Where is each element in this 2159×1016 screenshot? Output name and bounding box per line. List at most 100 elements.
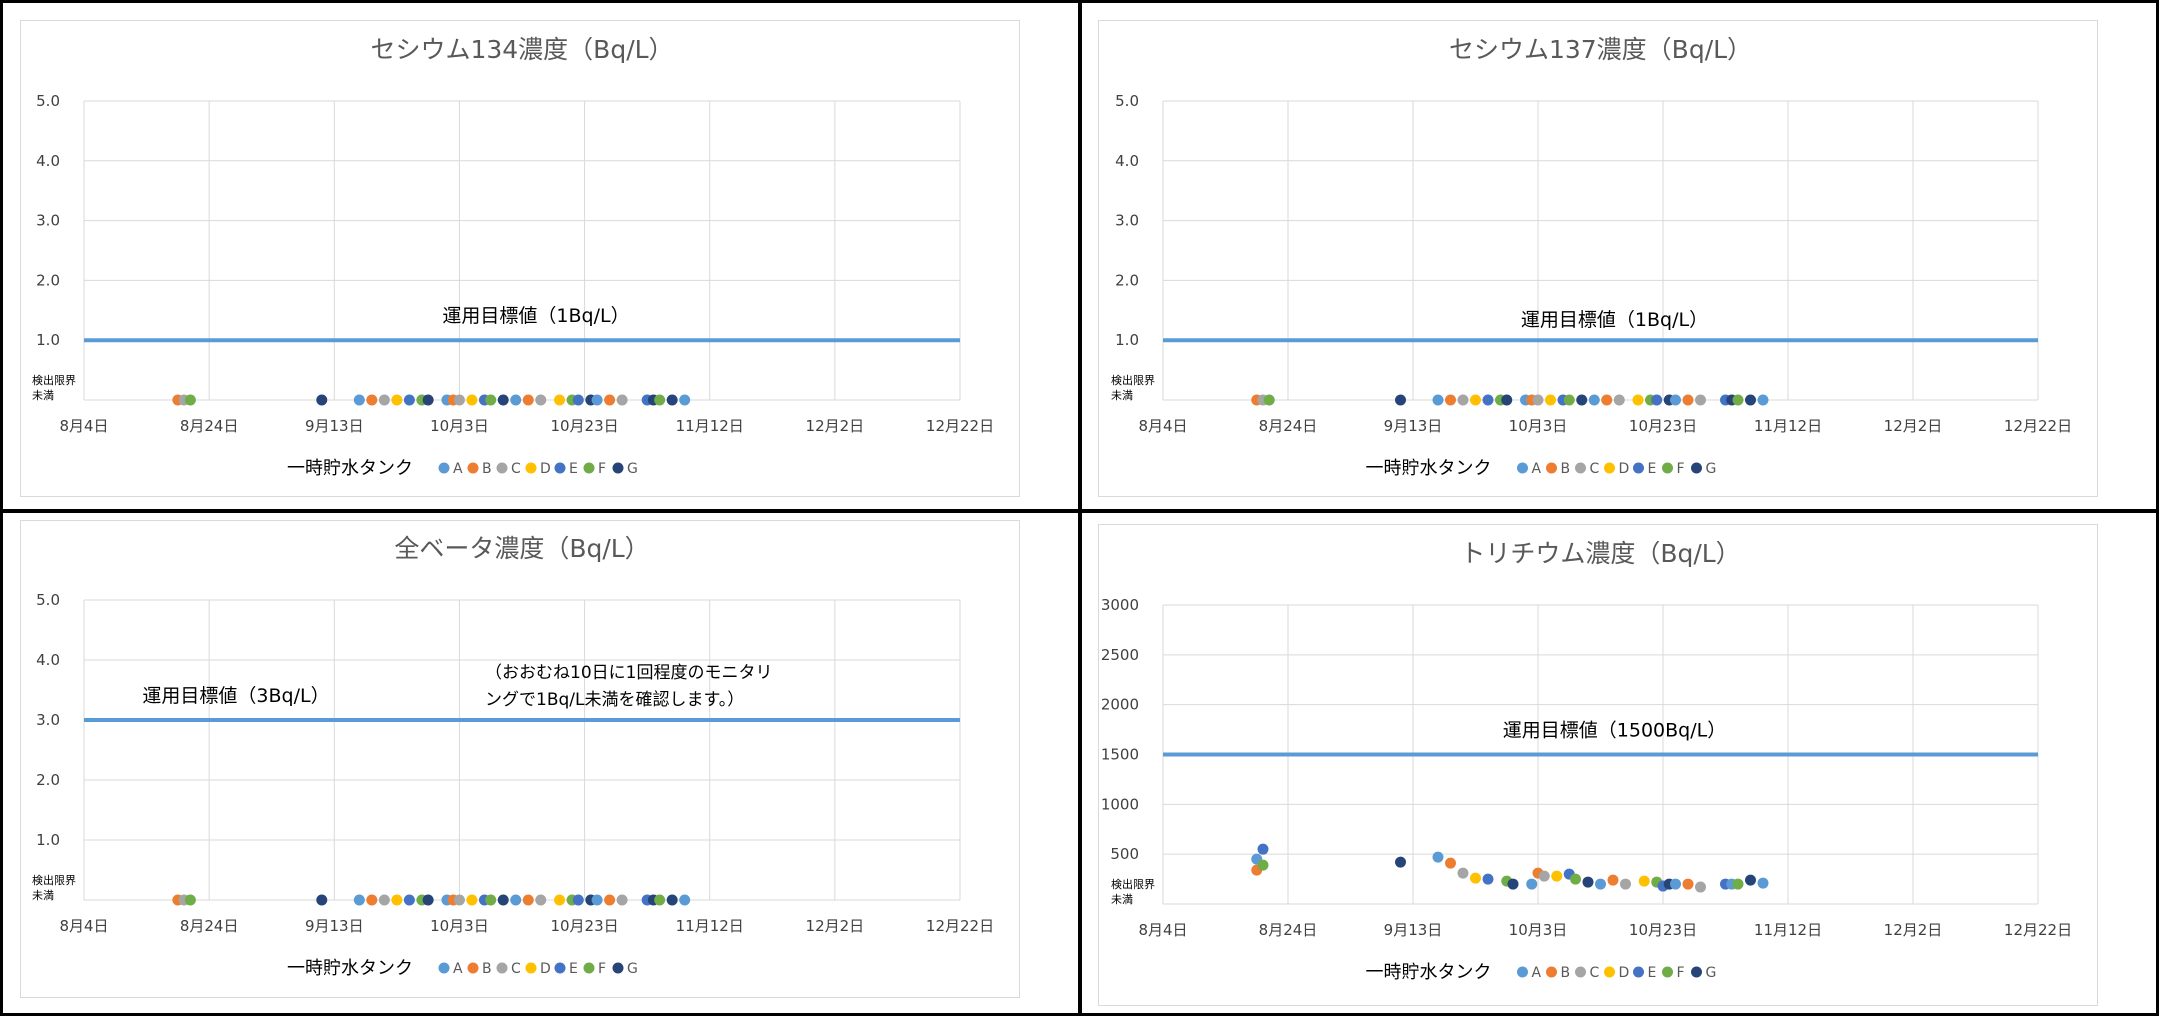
tritium-point-G [1395, 856, 1406, 868]
cesium137-y-tick-label: 2.0 [1115, 271, 1139, 289]
tritium-x-tick-label: 8月24日 [1259, 921, 1318, 939]
cesium137-point-B [1601, 394, 1613, 406]
gross-beta-x-tick-label: 9月13日 [305, 917, 364, 935]
gross-beta-point-C [453, 894, 465, 906]
cesium137-point-B [1682, 394, 1694, 406]
chart-frame-cesium137 [1098, 20, 2098, 497]
tritium-y-tick-label: 1500 [1101, 746, 1139, 764]
gross-beta-x-tick-label: 12月22日 [926, 917, 994, 935]
tritium-legend-label-G: G [1706, 965, 1717, 981]
gross-beta-legend-label-F: F [598, 961, 606, 977]
cesium137-legend-label-A: A [1532, 461, 1542, 477]
gross-beta-target-label: 運用目標値（3Bq/L） [142, 685, 329, 707]
tritium-y-tick-label: 3000 [1101, 596, 1139, 614]
cesium134-point-A [510, 394, 522, 406]
cesium134-point-A [591, 394, 603, 406]
divider-vertical [1078, 0, 1082, 1016]
cesium134-legend-label-C: C [511, 461, 521, 477]
gross-beta-point-C [616, 894, 628, 906]
gross-beta-point-C [378, 894, 390, 906]
cesium134-point-G [316, 394, 328, 406]
cesium137-point-G [1395, 394, 1406, 406]
cesium134-point-B [604, 394, 616, 406]
tritium-x-tick-label: 8月4日 [1138, 921, 1187, 939]
cesium134-point-G [422, 394, 434, 406]
cesium137-legend-marker-B [1546, 462, 1557, 474]
cesium134-point-F [654, 394, 666, 406]
tritium-point-F [1732, 878, 1744, 890]
gross-beta-title: 全ベータ濃度（Bq/L） [394, 534, 649, 563]
gross-beta-y-tick-label: 2.0 [36, 771, 60, 789]
cesium137-point-D [1470, 394, 1481, 406]
cesium134-x-tick-label: 10月23日 [550, 417, 618, 435]
gross-beta-x-tick-label: 8月4日 [59, 917, 108, 935]
cesium134-x-tick-label: 11月12日 [676, 417, 744, 435]
cesium137-point-G [1745, 394, 1756, 406]
cesium134-legend-marker-F [583, 462, 595, 474]
gross-beta-point-C [535, 894, 547, 906]
cesium134-point-C [535, 394, 547, 406]
tritium-x-tick-label: 10月23日 [1629, 921, 1697, 939]
tritium-point-D [1470, 872, 1481, 884]
cesium134-point-E [403, 394, 415, 406]
cesium137-point-F [1563, 394, 1575, 406]
cesium137-legend-label-D: D [1619, 461, 1630, 477]
cesium134-point-C [453, 394, 465, 406]
tritium-legend-marker-B [1546, 966, 1557, 978]
gross-beta-point-A [591, 894, 603, 906]
cesium137-x-tick-label: 8月24日 [1259, 417, 1318, 435]
cesium134-legend-marker-D [525, 462, 537, 474]
tritium-point-A [1526, 878, 1538, 890]
gross-beta-point-A [353, 894, 365, 906]
cesium134-legend-title: 一時貯水タンク [287, 458, 413, 479]
cesium137-title: セシウム137濃度（Bq/L） [1449, 35, 1752, 64]
cesium134-x-tick-label: 12月22日 [926, 417, 994, 435]
cesium134-legend-marker-B [467, 462, 479, 474]
gross-beta-legend-marker-C [496, 962, 508, 974]
tritium-point-F [1257, 859, 1269, 871]
tritium-below-limit-label: 検出限界 [1111, 877, 1155, 891]
tritium-legend-label-C: C [1590, 965, 1600, 981]
tritium-point-B [1445, 857, 1456, 869]
gross-beta-legend-title: 一時貯水タンク [287, 958, 413, 979]
cesium134-legend-label-D: D [540, 461, 551, 477]
gross-beta-point-A [679, 894, 691, 906]
tritium-title: トリチウム濃度（Bq/L） [1460, 539, 1740, 568]
cesium134-y-tick-label: 2.0 [36, 271, 60, 289]
tritium-target-label: 運用目標値（1500Bq/L） [1503, 720, 1726, 742]
tritium-legend-marker-D [1604, 966, 1615, 978]
cesium134-legend-marker-E [554, 462, 566, 474]
gross-beta-y-tick-label: 5.0 [36, 591, 60, 609]
cesium137-legend-title: 一時貯水タンク [1366, 458, 1492, 479]
tritium-legend-label-A: A [1532, 965, 1542, 981]
gross-beta-point-E [403, 894, 415, 906]
cesium137-legend-label-B: B [1561, 461, 1571, 477]
cesium137-x-tick-label: 11月12日 [1754, 417, 1822, 435]
divider-horizontal [0, 509, 2159, 513]
gross-beta-point-G [422, 894, 434, 906]
gross-beta-point-F [654, 894, 666, 906]
gross-beta-below-limit-label: 未満 [32, 889, 54, 902]
gross-beta-legend-label-C: C [511, 961, 521, 977]
tritium-point-F [1570, 873, 1581, 885]
cesium137-x-tick-label: 9月13日 [1384, 417, 1443, 435]
cesium137-x-tick-label: 12月22日 [2004, 417, 2072, 435]
gross-beta-legend-marker-F [583, 962, 595, 974]
tritium-point-E [1257, 843, 1269, 855]
gross-beta-legend-label-D: D [540, 961, 551, 977]
tritium-point-A [1757, 877, 1769, 889]
cesium134-point-D [391, 394, 403, 406]
cesium134-legend-label-E: E [569, 461, 578, 477]
cesium137-target-label: 運用目標値（1Bq/L） [1521, 309, 1708, 331]
cesium134-point-A [679, 394, 691, 406]
tritium-x-tick-label: 9月13日 [1384, 921, 1443, 939]
gross-beta-point-G [497, 894, 509, 906]
gross-beta-x-tick-label: 10月23日 [550, 917, 618, 935]
cesium137-point-G [1576, 394, 1588, 406]
cesium137-legend-marker-A [1517, 462, 1528, 474]
cesium134-point-E [572, 394, 584, 406]
cesium137-point-C [1695, 394, 1706, 406]
cesium137-legend-marker-G [1691, 462, 1702, 474]
cesium134-below-limit-label: 未満 [32, 389, 54, 402]
tritium-point-G [1582, 876, 1594, 888]
